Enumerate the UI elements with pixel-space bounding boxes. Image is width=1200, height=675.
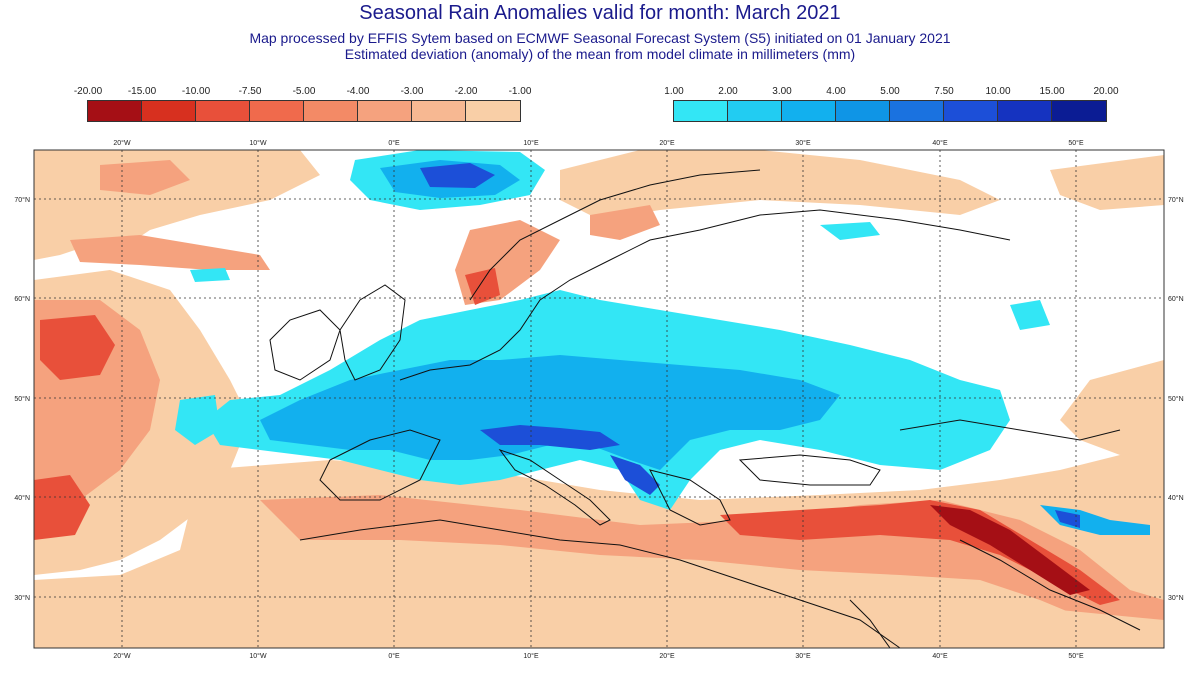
longitude-label: 30°E: [795, 139, 811, 147]
latitude-labels-right: 70°N 60°N 50°N 40°N 30°N: [1168, 196, 1184, 602]
legend-positive: 1.00 2.00 3.00 4.00 5.00 7.50 10.00 15.00 20.00: [664, 86, 1119, 122]
latitude-label: 40°N: [1168, 494, 1184, 502]
latitude-label: 70°N: [14, 196, 30, 204]
latitude-label: 30°N: [14, 594, 30, 602]
longitude-label: 0°E: [388, 652, 400, 660]
legend-positive-label: 7.50: [934, 86, 954, 97]
latitude-label: 70°N: [1168, 196, 1184, 204]
legend-negative-label: -1.00: [508, 86, 532, 97]
legend-negative-swatch-7: [412, 101, 466, 121]
legend-negative-swatch-1: [88, 101, 142, 121]
legend-positive-swatch-8: [1052, 101, 1106, 121]
map-subtitle-units: Estimated deviation (anomaly) of the mea…: [344, 46, 856, 62]
legend-positive-label: 20.00: [1093, 86, 1119, 97]
longitude-labels-bottom: 20°W 10°W 0°E 10°E 20°E 30°E 40°E 50°E: [113, 652, 1084, 660]
legend-negative-label: -20.00: [73, 86, 103, 97]
legend-negative-label: -4.00: [346, 86, 370, 97]
longitude-label: 10°E: [523, 139, 539, 147]
legend-positive-label: 15.00: [1039, 86, 1065, 97]
longitude-label: 10°W: [249, 139, 267, 147]
legend-positive-bar: [673, 100, 1107, 122]
legend-negative-swatch-6: [358, 101, 412, 121]
coastlines: [269, 169, 1141, 648]
longitude-label: 50°E: [1068, 139, 1084, 147]
legend-positive-label: 4.00: [826, 86, 846, 97]
legend-positive-swatch-7: [998, 101, 1052, 121]
latitude-label: 60°N: [14, 295, 30, 303]
legend-negative-swatch-3: [196, 101, 250, 121]
map-subtitle-source: Map processed by EFFIS Sytem based on EC…: [249, 30, 951, 46]
legend-negative-label: -10.00: [181, 86, 211, 97]
legend-negative-label: -3.00: [400, 86, 424, 97]
legend-positive-swatch-4: [836, 101, 890, 121]
legend-positive-swatch-6: [944, 101, 998, 121]
latitude-labels-left: 70°N 60°N 50°N 40°N 30°N: [14, 196, 30, 602]
latitude-label: 60°N: [1168, 295, 1184, 303]
legend-negative-label: -7.50: [238, 86, 262, 97]
legend-negative-label: -15.00: [127, 86, 157, 97]
legend-positive-label: 5.00: [880, 86, 900, 97]
longitude-label: 20°W: [113, 652, 131, 660]
longitude-labels-top: 20°W 10°W 0°E 10°E 20°E 30°E 40°E 50°E: [113, 139, 1084, 147]
legend-negative-bar: [87, 100, 521, 122]
longitude-label: 0°E: [388, 139, 400, 147]
legend-negative-label: -2.00: [454, 86, 478, 97]
legend-negative-label: -5.00: [292, 86, 316, 97]
legend-negative-swatch-2: [142, 101, 196, 121]
legend-positive-label: 2.00: [718, 86, 738, 97]
latitude-label: 40°N: [14, 494, 30, 502]
map-frame: [33, 149, 1165, 649]
legend-positive-swatch-1: [674, 101, 728, 121]
longitude-label: 20°E: [659, 139, 675, 147]
map-graticule: [34, 150, 1164, 648]
legend-negative-swatch-4: [250, 101, 304, 121]
longitude-label: 50°E: [1068, 652, 1084, 660]
map-title: Seasonal Rain Anomalies valid for month:…: [359, 2, 841, 24]
legend-negative-swatch-5: [304, 101, 358, 121]
latitude-label: 50°N: [1168, 395, 1184, 403]
legend-positive-labels: 1.00 2.00 3.00 4.00 5.00 7.50 10.00 15.00 20.00: [664, 86, 1118, 100]
legend-positive-swatch-2: [728, 101, 782, 121]
legend-positive-label: 3.00: [772, 86, 792, 97]
wet-anomaly-regions: [175, 150, 1150, 535]
longitude-label: 10°W: [249, 652, 267, 660]
legend-positive-swatch-5: [890, 101, 944, 121]
legend-positive-swatch-3: [782, 101, 836, 121]
legend-positive-label: 10.00: [985, 86, 1011, 97]
map-field: [34, 150, 1164, 648]
latitude-label: 30°N: [1168, 594, 1184, 602]
longitude-label: 30°E: [795, 652, 811, 660]
legend-positive-label: 1.00: [664, 86, 684, 97]
legend-negative: -20.00 -15.00 -10.00 -7.50 -5.00 -4.00 -3.00 -2…: [74, 86, 532, 122]
legend-negative-swatch-8: [466, 101, 520, 121]
longitude-label: 10°E: [523, 652, 539, 660]
longitude-label: 20°E: [659, 652, 675, 660]
latitude-label: 50°N: [14, 395, 30, 403]
legend-negative-labels: -20.00 -15.00 -10.00 -7.50 -5.00 -4.00 -3.00 -2…: [74, 86, 532, 100]
longitude-label: 40°E: [932, 652, 948, 660]
dry-anomaly-regions: [34, 150, 1164, 648]
longitude-label: 20°W: [113, 139, 131, 147]
longitude-label: 40°E: [932, 139, 948, 147]
